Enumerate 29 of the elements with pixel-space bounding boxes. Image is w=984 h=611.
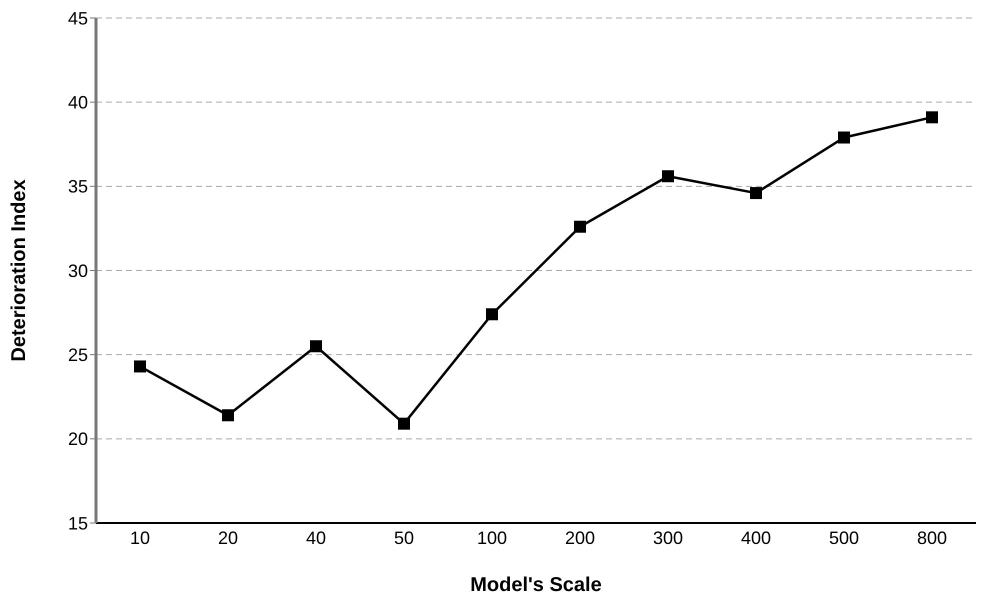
x-tick-label: 20 — [218, 528, 238, 548]
x-tick-label: 200 — [564, 528, 596, 548]
point — [574, 220, 586, 233]
y-tick-label: 35 — [68, 176, 88, 197]
x-tick-label: 10 — [130, 528, 150, 548]
point — [662, 170, 674, 182]
y-tick-label: 20 — [68, 429, 88, 450]
x-axis-title: Model's Scale — [470, 574, 602, 596]
point — [222, 409, 234, 422]
y-tick-label: 40 — [68, 92, 88, 113]
y-tick-label: 30 — [68, 260, 88, 281]
y-tick-label: 15 — [68, 513, 88, 534]
y-axis-title: Deterioration Index — [8, 179, 30, 362]
x-tick-label: 300 — [652, 528, 684, 548]
x-tick-label: 40 — [306, 528, 326, 548]
point — [134, 360, 146, 372]
x-tick-label: 500 — [828, 528, 860, 548]
y-tick-label: 25 — [68, 345, 88, 366]
x-tick-label: 800 — [916, 528, 948, 548]
y-tick-label: 45 — [68, 8, 88, 28]
point — [310, 340, 322, 352]
x-tick-label: 50 — [394, 528, 414, 548]
point — [838, 132, 850, 144]
x-tick-label: 400 — [740, 528, 772, 548]
point — [398, 418, 410, 430]
x-tick-label: 100 — [476, 528, 508, 548]
point — [486, 308, 498, 320]
point — [926, 111, 938, 124]
point — [750, 187, 762, 200]
